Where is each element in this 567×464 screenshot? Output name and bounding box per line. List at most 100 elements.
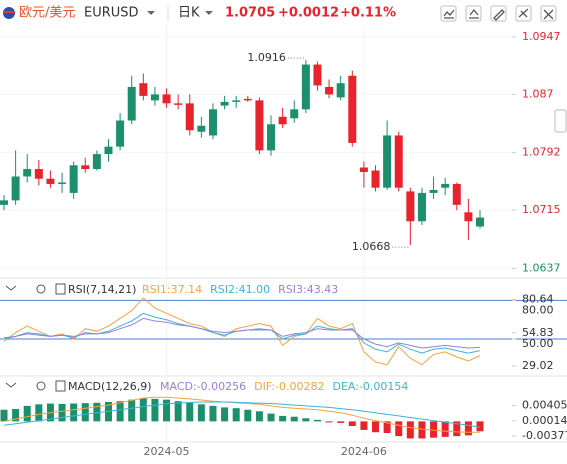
info-icon[interactable]	[55, 380, 66, 392]
candle-body	[406, 191, 415, 222]
indicator-line	[3, 401, 481, 428]
tool-button[interactable]	[540, 5, 557, 22]
annotation: 1.0668	[352, 240, 391, 253]
legend-entry: RSI1:37.14	[142, 283, 202, 296]
toolbar: 欧元/美元 EURUSD 日K 1.0705 +0.0012 +0.11%	[3, 5, 557, 22]
info-icon[interactable]	[55, 283, 66, 295]
histogram-bar	[360, 421, 368, 430]
histogram-bar	[418, 421, 426, 439]
tool-button[interactable]	[515, 5, 532, 22]
tool-icon	[443, 9, 455, 19]
tool-icon	[543, 9, 554, 20]
y-tick-label: 1.0792	[522, 146, 561, 159]
candle-body	[301, 64, 310, 110]
indicator-line	[3, 396, 481, 433]
candle-body	[11, 176, 20, 201]
tool-button[interactable]	[440, 5, 457, 22]
histogram-bar	[163, 399, 171, 422]
legend-entry: DIF:-0.00282	[254, 380, 324, 393]
histogram-bar	[197, 404, 205, 422]
histogram-bar	[325, 421, 333, 423]
histogram-bar	[0, 409, 8, 422]
candle-body	[185, 103, 194, 131]
collapse-icon[interactable]	[5, 285, 17, 291]
candle-body	[313, 64, 322, 86]
y-tick-label: 0.00405	[522, 399, 567, 412]
period[interactable]: 日K	[178, 6, 200, 21]
macd-header: MACD(12,26,9)	[5, 380, 152, 393]
candle-body	[371, 170, 380, 188]
histogram-bar	[221, 407, 229, 422]
histogram-bar	[372, 421, 380, 433]
legend-entry: RSI2:41.00	[210, 283, 270, 296]
candle-body	[348, 75, 357, 143]
histogram-bar	[174, 401, 182, 422]
histogram-bar	[12, 408, 20, 422]
candle-body	[290, 109, 299, 119]
y-tick-label: 1.087	[522, 87, 554, 100]
histogram-bar	[70, 403, 78, 422]
histogram-bar	[244, 409, 252, 422]
candle-body	[394, 135, 403, 188]
histogram-bar	[81, 403, 89, 422]
candle-body	[464, 212, 473, 222]
candle-body	[162, 94, 171, 104]
candle-body	[150, 94, 159, 101]
histogram-bar	[476, 421, 484, 432]
tool-button[interactable]	[490, 5, 507, 22]
candle-body	[81, 165, 90, 170]
candle-body	[0, 200, 8, 205]
side-button[interactable]	[554, 109, 567, 133]
rsi-header: RSI(7,14,21)	[5, 283, 136, 296]
candle-body	[336, 83, 345, 98]
candle-body	[197, 125, 206, 132]
symbol[interactable]: EURUSD	[84, 6, 139, 21]
candle-body	[243, 98, 252, 101]
histogram-bar	[313, 419, 321, 422]
pair-name[interactable]: 欧元/美元	[19, 6, 75, 21]
legend-entry: RSI3:43.43	[278, 283, 338, 296]
candle-body	[34, 169, 43, 179]
candle-body	[116, 120, 125, 147]
price: 1.0705	[225, 6, 275, 21]
x-tick-label: 2024-06	[341, 445, 387, 458]
settings-icon[interactable]	[36, 284, 46, 294]
histogram-bar	[441, 421, 449, 437]
dropdown-caret[interactable]	[147, 11, 155, 15]
candle-body	[429, 189, 438, 193]
macd-title: MACD(12,26,9)	[68, 380, 152, 393]
y-tick-label: 29.02	[522, 359, 554, 372]
y-tick-label: 80.64	[522, 293, 554, 306]
legend-entry: DEA:-0.00154	[333, 380, 409, 393]
histogram-bar	[35, 404, 43, 422]
histogram-bar	[464, 421, 472, 436]
collapse-icon[interactable]	[5, 382, 17, 388]
candle-body	[325, 86, 334, 95]
y-tick-label: 54.83	[522, 326, 554, 339]
x-tick-label: 2024-05	[144, 445, 190, 458]
histogram-bar	[430, 421, 438, 438]
candle-body	[23, 169, 32, 177]
histogram-bar	[337, 421, 345, 423]
settings-icon[interactable]	[36, 381, 46, 391]
histogram-bar	[348, 421, 356, 427]
change-pct: +0.11%	[340, 6, 396, 21]
y-tick-label: 80.00	[522, 304, 554, 317]
candle-body	[383, 135, 392, 188]
candle-body	[441, 183, 450, 188]
candle-body	[476, 217, 484, 227]
candle-body	[255, 100, 264, 151]
histogram-bar	[395, 421, 403, 437]
candle-body	[58, 182, 67, 184]
flag-stripe	[3, 11, 15, 13]
dropdown-caret[interactable]	[205, 11, 213, 15]
y-tick-label: 1.0637	[522, 261, 561, 274]
candle-body	[417, 192, 426, 222]
histogram-bar	[383, 421, 391, 434]
histogram-bar	[267, 413, 275, 422]
candle-body	[92, 154, 101, 170]
tool-button[interactable]	[465, 5, 482, 22]
histogram-bar	[93, 402, 101, 422]
